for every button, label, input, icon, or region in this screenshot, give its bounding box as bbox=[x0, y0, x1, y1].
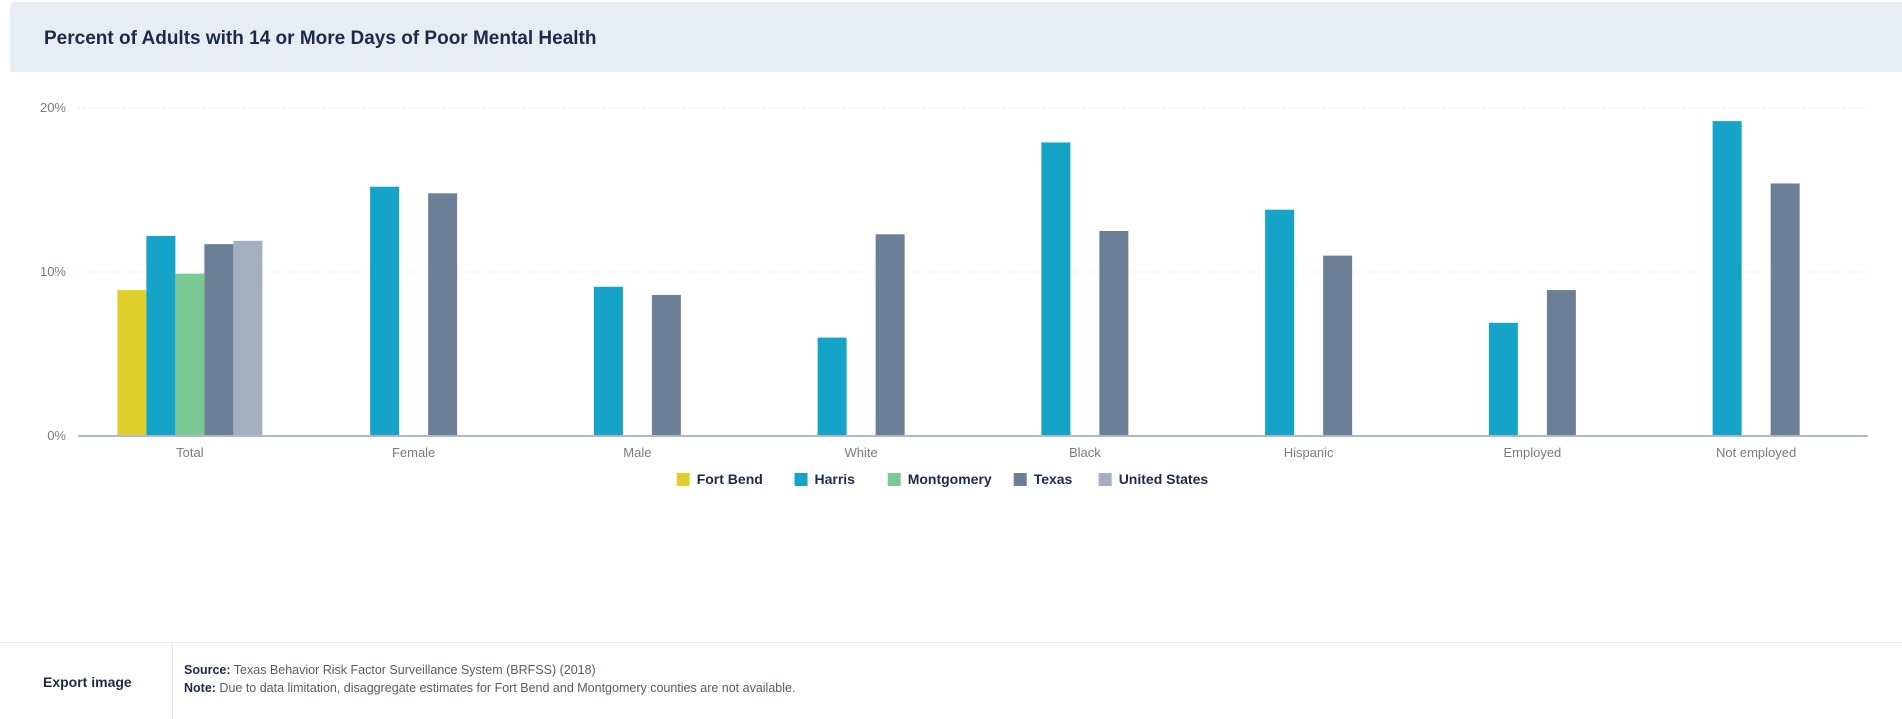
x-tick-label: Hispanic bbox=[1284, 445, 1334, 460]
bar-texas bbox=[651, 294, 681, 436]
bar-montgomery bbox=[175, 273, 205, 436]
note-line: Note: Due to data limitation, disaggrega… bbox=[184, 679, 795, 697]
source-text: Texas Behavior Risk Factor Surveillance … bbox=[230, 663, 596, 677]
source-block: Source: Texas Behavior Risk Factor Surve… bbox=[184, 661, 795, 697]
bar-texas bbox=[1546, 290, 1576, 436]
legend-swatch bbox=[794, 473, 808, 486]
bar-texas bbox=[875, 234, 905, 436]
bars-layer bbox=[117, 121, 1800, 436]
bar-harris bbox=[817, 337, 847, 436]
export-image-button[interactable]: Export image bbox=[43, 674, 132, 690]
chart-footer: Export image Source: Texas Behavior Risk… bbox=[0, 642, 1902, 719]
legend-swatch bbox=[1013, 473, 1027, 486]
source-label: Source: bbox=[184, 663, 231, 677]
y-tick-label: 10% bbox=[40, 264, 66, 279]
y-tick-label: 0% bbox=[47, 428, 66, 443]
x-tick-label: Male bbox=[623, 445, 651, 460]
note-text: Due to data limitation, disaggregate est… bbox=[215, 681, 796, 695]
bar-chart: 0% 10% 20% Total Female Male White Black Hispani… bbox=[40, 100, 1868, 487]
bar-harris bbox=[1041, 142, 1071, 436]
x-tick-label: Female bbox=[392, 445, 435, 460]
bar-harris bbox=[146, 235, 176, 436]
legend-label: Fort Bend bbox=[697, 471, 763, 487]
y-tick-label: 20% bbox=[40, 100, 66, 115]
legend: Fort Bend Harris Montgomery Texas United Sta… bbox=[676, 471, 1209, 487]
axis-layer: 0% 10% 20% Total Female Male White Black Hispani… bbox=[40, 100, 1868, 460]
x-tick-label: White bbox=[845, 445, 878, 460]
chart-header: Percent of Adults with 14 or More Days o… bbox=[10, 2, 1902, 72]
footer-divider bbox=[172, 643, 173, 719]
bar-united-states bbox=[233, 240, 263, 436]
bar-harris bbox=[1265, 209, 1295, 436]
bar-texas bbox=[204, 244, 234, 436]
legend-label: Texas bbox=[1034, 471, 1073, 487]
bar-texas bbox=[1770, 183, 1800, 436]
bar-texas bbox=[1099, 231, 1129, 436]
chart-title: Percent of Adults with 14 or More Days o… bbox=[44, 28, 597, 49]
bar-harris bbox=[1488, 322, 1518, 436]
legend-swatch bbox=[676, 473, 690, 486]
legend-label: United States bbox=[1119, 471, 1209, 487]
legend-swatch bbox=[887, 473, 901, 486]
bar-harris bbox=[1712, 121, 1742, 436]
source-line: Source: Texas Behavior Risk Factor Surve… bbox=[184, 661, 795, 679]
legend-swatch bbox=[1098, 473, 1112, 486]
bar-harris bbox=[370, 186, 400, 436]
bar-texas bbox=[1323, 255, 1353, 436]
bar-texas bbox=[428, 193, 458, 436]
bar-fort-bend bbox=[117, 290, 147, 436]
note-label: Note: bbox=[184, 681, 216, 695]
legend-label: Montgomery bbox=[908, 471, 992, 487]
legend-label: Harris bbox=[815, 471, 856, 487]
x-tick-label: Black bbox=[1069, 445, 1101, 460]
grid-layer bbox=[78, 107, 1868, 273]
x-tick-label: Employed bbox=[1503, 445, 1561, 460]
x-tick-label: Not employed bbox=[1716, 445, 1796, 460]
bar-harris bbox=[593, 286, 623, 436]
x-tick-label: Total bbox=[176, 445, 204, 460]
